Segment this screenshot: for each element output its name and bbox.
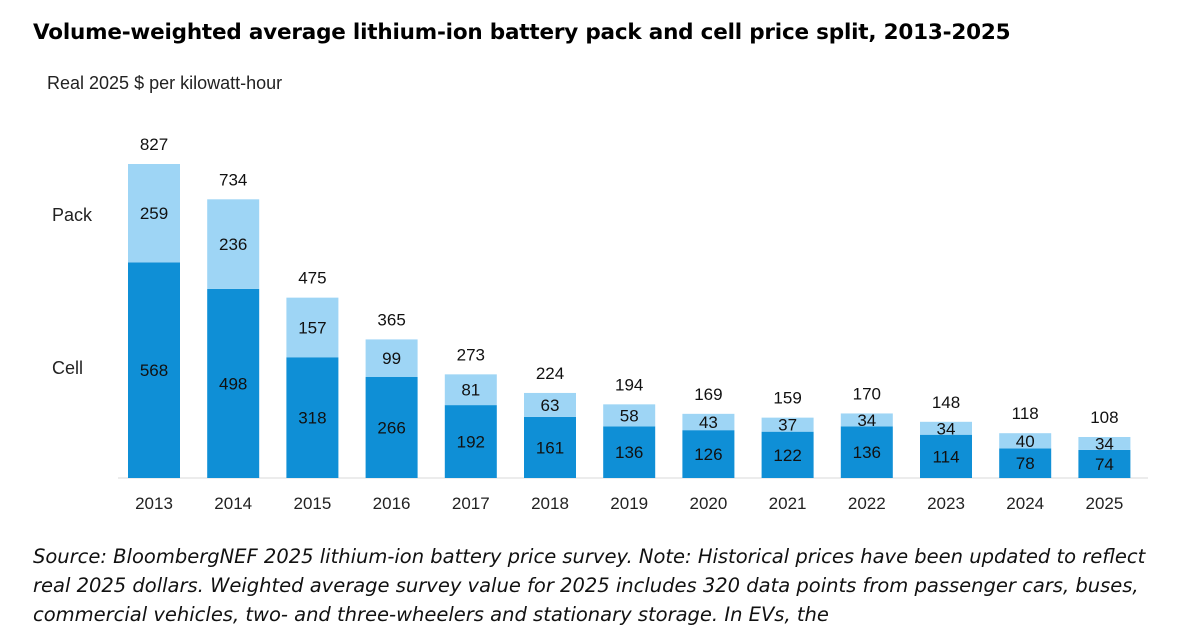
bar-pack-2020: [682, 413, 735, 431]
x-tick-label-2022: 2022: [848, 494, 886, 513]
x-tick-label-2025: 2025: [1085, 494, 1123, 513]
bar-pack-2016: [365, 339, 418, 378]
data-label-cell-2023: 114: [932, 447, 959, 466]
series-label-pack: Pack: [52, 205, 93, 225]
data-label-cell-2018: 161: [536, 438, 564, 457]
data-label-total-2014: 734: [219, 170, 247, 189]
data-label-total-2021: 159: [773, 389, 801, 408]
data-label-cell-2025: 74: [1095, 455, 1114, 474]
x-tick-label-2020: 2020: [689, 494, 727, 513]
bar-cell-2022: [840, 426, 893, 478]
x-tick-label-2024: 2024: [1006, 494, 1044, 513]
chart-title: Volume-weighted average lithium-ion batt…: [33, 20, 1011, 45]
data-label-pack-2017: 81: [461, 381, 480, 400]
bar-cell-2018: [524, 416, 576, 478]
data-label-total-2020: 169: [694, 385, 722, 404]
data-label-pack-2014: 236: [219, 235, 247, 254]
bar-pack-2024: [999, 433, 1052, 449]
bar-pack-2017: [444, 374, 497, 406]
data-label-cell-2019: 136: [615, 443, 643, 462]
data-label-pack-2018: 63: [541, 396, 560, 415]
bar-pack-2018: [524, 392, 576, 417]
bar-pack-2021: [761, 417, 814, 432]
source-note: Source: BloombergNEF 2025 lithium-ion ba…: [33, 545, 1146, 626]
data-label-pack-2016: 99: [382, 349, 401, 368]
data-label-cell-2016: 266: [377, 419, 405, 438]
bar-pack-2013: [128, 164, 180, 263]
x-tick-label-2013: 2013: [135, 494, 173, 513]
data-label-pack-2024: 40: [1016, 432, 1035, 451]
x-tick-label-2021: 2021: [769, 494, 807, 513]
data-label-cell-2024: 78: [1016, 454, 1035, 473]
data-label-pack-2021: 37: [778, 416, 797, 435]
data-label-cell-2014: 498: [219, 374, 247, 393]
data-label-total-2013: 827: [140, 135, 168, 154]
bar-cell-2013: [128, 262, 180, 478]
y-axis-label: Real 2025 $ per kilowatt-hour: [47, 73, 283, 93]
bars-group: 568 259 827 2013 498 236 734 2014 318 157 475 2015 2…: [128, 135, 1131, 513]
x-tick-label-2014: 2014: [214, 494, 252, 513]
data-label-cell-2017: 192: [457, 433, 485, 452]
data-label-total-2024: 118: [1012, 404, 1039, 423]
series-label-cell: Cell: [52, 358, 83, 378]
bar-pack-2019: [603, 404, 656, 427]
x-tick-label-2016: 2016: [373, 494, 411, 513]
data-label-cell-2022: 136: [853, 443, 881, 462]
x-tick-label-2015: 2015: [293, 494, 331, 513]
bar-cell-2017: [444, 405, 497, 478]
data-label-pack-2019: 58: [620, 406, 639, 425]
data-label-cell-2020: 126: [694, 445, 722, 464]
data-label-total-2019: 194: [615, 375, 643, 394]
x-tick-label-2018: 2018: [531, 494, 569, 513]
bar-cell-2025: [1078, 449, 1131, 478]
data-label-pack-2015: 157: [298, 318, 326, 337]
bar-pack-2015: [286, 297, 339, 358]
data-label-total-2023: 148: [932, 393, 960, 412]
data-label-pack-2013: 259: [140, 204, 168, 223]
bar-cell-2023: [920, 434, 972, 478]
data-label-pack-2020: 43: [699, 413, 718, 432]
bar-cell-2014: [207, 288, 260, 478]
data-label-total-2015: 475: [298, 269, 326, 288]
bar-cell-2016: [365, 377, 418, 478]
bar-pack-2023: [920, 421, 972, 435]
data-label-cell-2013: 568: [140, 361, 168, 380]
data-label-cell-2015: 318: [298, 409, 326, 428]
bar-pack-2025: [1078, 436, 1131, 450]
data-label-pack-2023: 34: [937, 419, 956, 438]
data-label-total-2016: 365: [377, 310, 405, 329]
x-tick-label-2019: 2019: [610, 494, 648, 513]
bar-pack-2014: [207, 199, 260, 289]
bar-cell-2015: [286, 357, 339, 478]
x-tick-label-2023: 2023: [927, 494, 965, 513]
data-label-cell-2021: 122: [773, 446, 801, 465]
data-label-pack-2022: 34: [857, 411, 876, 430]
data-label-total-2018: 224: [536, 364, 564, 383]
data-label-total-2017: 273: [457, 345, 485, 364]
bar-cell-2019: [603, 426, 656, 478]
stacked-bar-chart: Pack Cell 568 259 827 2013 498 236 734 2014 318 1…: [52, 135, 1148, 513]
bar-cell-2021: [761, 431, 814, 478]
bar-cell-2024: [999, 448, 1052, 478]
bar-cell-2020: [682, 430, 735, 478]
data-label-total-2022: 170: [853, 384, 881, 403]
x-tick-label-2017: 2017: [452, 494, 490, 513]
data-label-total-2025: 108: [1090, 408, 1118, 427]
bar-pack-2022: [840, 413, 893, 427]
data-label-pack-2025: 34: [1095, 434, 1114, 453]
